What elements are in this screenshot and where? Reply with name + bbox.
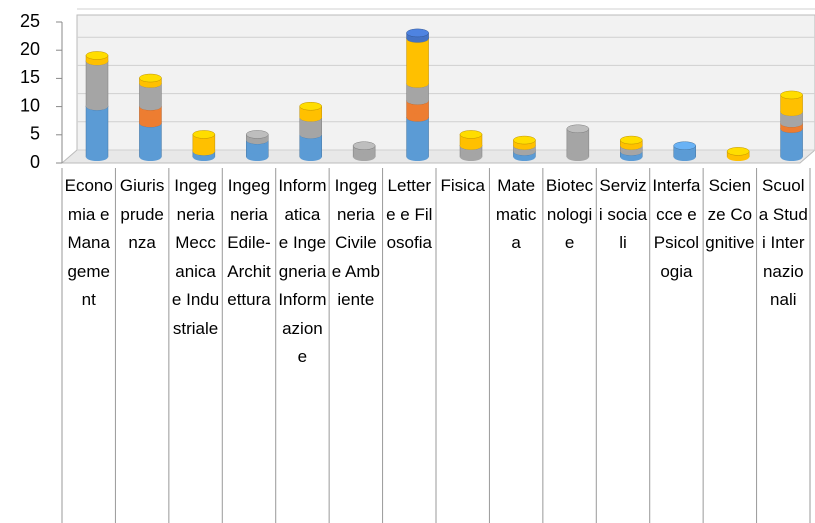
y-tick-label: 0 xyxy=(30,152,40,172)
bar-cap xyxy=(139,102,162,111)
bar-segment xyxy=(85,60,109,107)
bar-top xyxy=(620,135,643,145)
bar-cap xyxy=(406,79,429,88)
x-tick-label: Interfacce e Psicologia xyxy=(652,176,701,281)
x-tick-label: Fisica xyxy=(440,176,485,195)
y-tick-label: 5 xyxy=(30,124,40,144)
floor xyxy=(60,149,815,164)
bar-cap xyxy=(780,119,803,128)
bar-top xyxy=(246,130,269,139)
bar-top xyxy=(726,147,750,156)
bar-cap xyxy=(86,153,108,161)
bar-cap xyxy=(299,113,322,122)
bar-top xyxy=(85,51,109,60)
bar-top xyxy=(566,124,590,134)
bar-cap xyxy=(406,96,429,105)
x-tick-label: Biotecnologie xyxy=(545,176,594,252)
x-tick-label: Scuola Studi Internazionali xyxy=(758,176,808,309)
x-tick-label: Giurisprudenza xyxy=(119,176,165,252)
y-tick-label: 20 xyxy=(20,39,40,59)
bar-top xyxy=(139,73,162,83)
bar-cap xyxy=(246,153,269,161)
bar-cap xyxy=(139,153,162,161)
x-tick-label: Ingegneria Edile-Architettura xyxy=(227,176,271,309)
x-tick-label: Ingegneria Civile e Ambiente xyxy=(331,176,380,309)
back-wall xyxy=(76,14,815,151)
bar-segment xyxy=(139,122,162,158)
bar-top xyxy=(459,130,483,139)
x-tick-label: Lettere e Filosofia xyxy=(386,176,433,252)
bar-cap xyxy=(299,153,322,161)
y-tick-label: 25 xyxy=(20,11,40,31)
bar-cap xyxy=(460,153,482,161)
x-tick-label: Ingegneria Meccanica e Industriale xyxy=(171,176,220,338)
x-tick-label: Matematica xyxy=(495,176,537,252)
bar-top xyxy=(780,90,803,100)
x-tick-label: Scienze Cognitive xyxy=(705,176,755,252)
bar-top xyxy=(352,141,376,150)
bar-top xyxy=(513,135,536,145)
bar-cap xyxy=(780,107,803,116)
bar-cap xyxy=(192,147,215,156)
bar-cap xyxy=(780,153,803,161)
y-tick-label: 15 xyxy=(20,67,40,87)
bar-segment xyxy=(85,105,109,158)
bar-top xyxy=(299,101,322,111)
y-tick-label: 10 xyxy=(20,95,40,115)
bar-top xyxy=(673,141,696,150)
bar-cap xyxy=(406,153,429,161)
x-tick-label: Servizi sociali xyxy=(598,176,648,252)
bar-cap xyxy=(353,153,376,161)
x-tick-label: Informatica e Ingegneria Informazione xyxy=(278,176,327,366)
bar-cap xyxy=(139,119,162,128)
bar-cap xyxy=(86,102,108,111)
bar-top xyxy=(406,28,429,38)
x-tick-label: Economia e Management xyxy=(64,176,113,309)
bar-cap xyxy=(566,153,589,161)
bar-cap xyxy=(299,130,322,139)
bar-segment xyxy=(406,117,429,158)
bar-cap xyxy=(406,113,429,122)
bar-segment xyxy=(406,38,429,84)
bar-top xyxy=(192,130,216,139)
bar-cap xyxy=(673,153,696,161)
bar-cap xyxy=(460,141,482,150)
